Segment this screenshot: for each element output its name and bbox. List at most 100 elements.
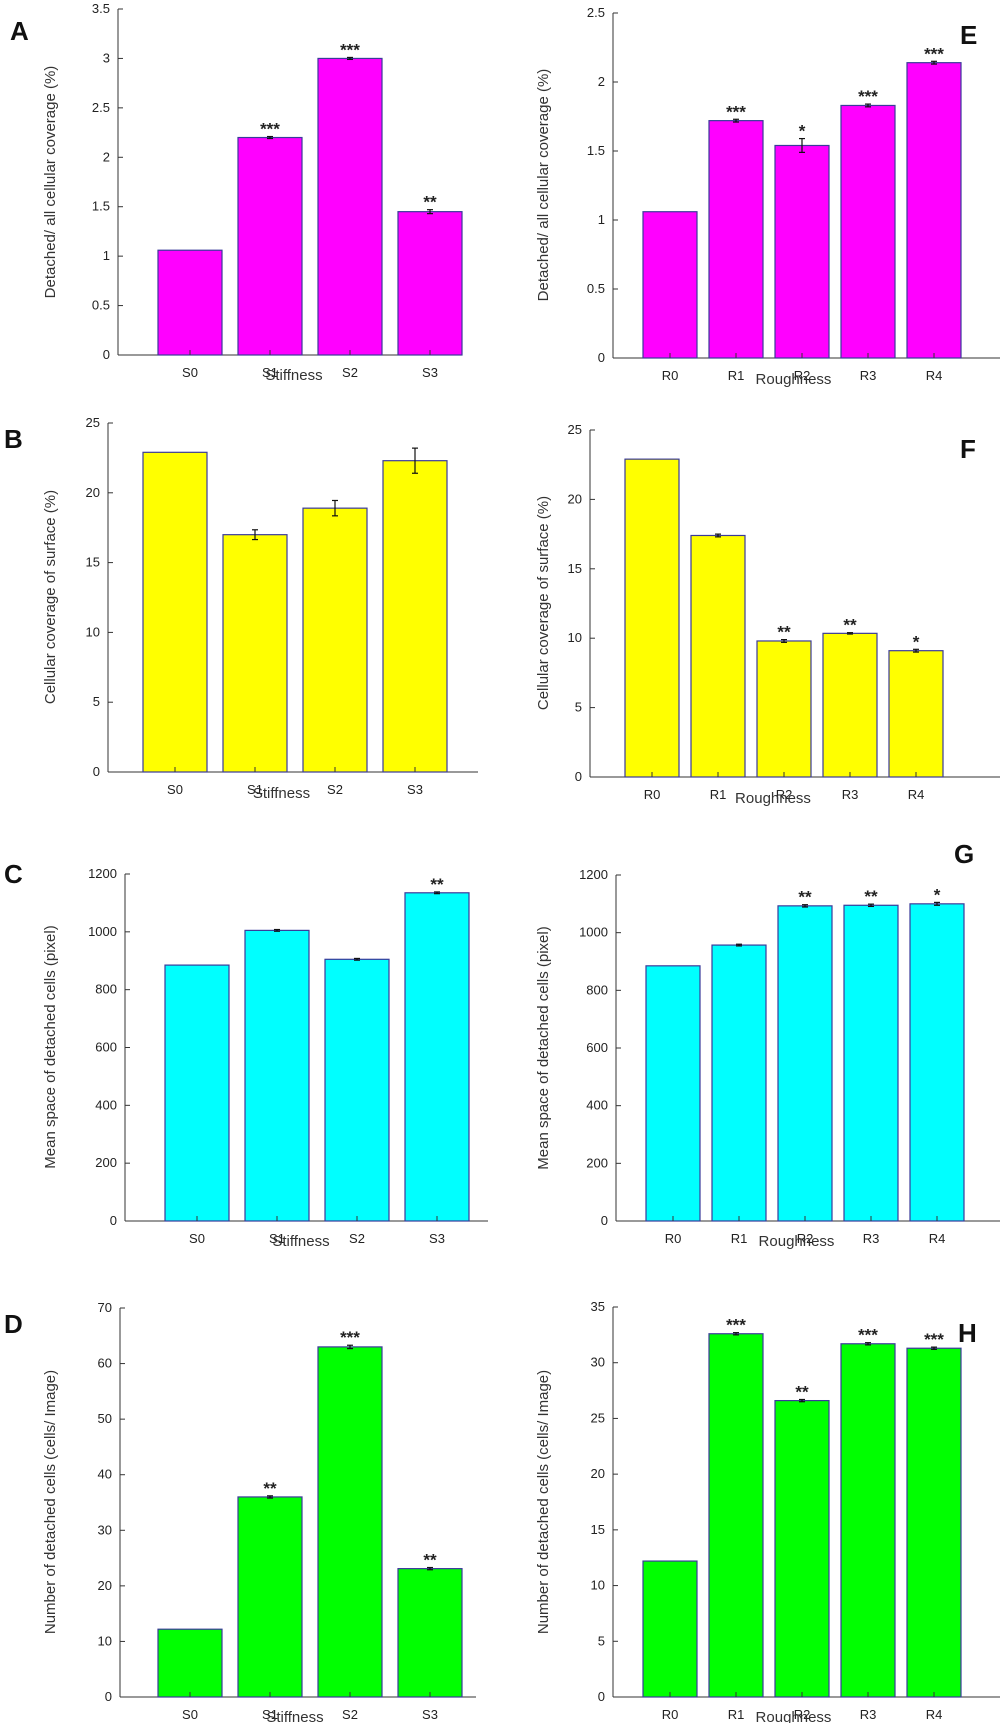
y-tick-label: 15 — [568, 561, 582, 576]
bar-s2 — [317, 1346, 383, 1698]
bar-r2 — [774, 1399, 830, 1698]
y-tick-label: 0 — [575, 769, 582, 784]
significance-label: *** — [858, 87, 878, 106]
significance-label: *** — [340, 1328, 360, 1347]
significance-label: ** — [798, 888, 812, 907]
x-axis-title: Stiffness — [266, 1709, 323, 1723]
y-tick-label: 70 — [98, 1300, 112, 1315]
x-tick-label: R0 — [662, 1707, 679, 1722]
significance-label: *** — [924, 44, 944, 63]
significance-label: *** — [340, 40, 360, 59]
bar-r2 — [756, 640, 812, 778]
bar-r1 — [708, 1333, 764, 1698]
x-tick-label: R2 — [776, 787, 793, 802]
x-tick-label: R1 — [710, 787, 727, 802]
significance-label: *** — [858, 1326, 878, 1345]
y-tick-label: 800 — [586, 982, 608, 997]
x-tick-label: R3 — [860, 1707, 877, 1722]
y-tick-label: 400 — [95, 1097, 117, 1112]
bar-s3 — [382, 460, 448, 773]
x-tick-label: R3 — [842, 787, 859, 802]
bar-s3 — [404, 892, 470, 1222]
x-tick-label: S2 — [349, 1231, 365, 1246]
x-tick-label: S3 — [407, 782, 423, 797]
x-tick-label: R0 — [665, 1231, 682, 1246]
bar-s0 — [157, 1628, 223, 1698]
x-tick-label: R1 — [728, 368, 745, 383]
x-tick-label: R4 — [926, 368, 943, 383]
chart-panel-f: F 0 5 10 15 20 25 R0 R1 R2 ** R3 ** R4 * Roughness Cellu… — [535, 422, 1000, 807]
chart-panel-a: A 0 0.5 1 1.5 2 2.5 3 3.5 S0 S1 *** S2 *** S3 ** Stiffne… — [10, 1, 463, 384]
y-axis-title: Cellular coverage of surface (%) — [535, 496, 552, 710]
y-tick-label: 0 — [93, 764, 100, 779]
bar-s0 — [157, 249, 223, 356]
x-tick-label: S0 — [189, 1231, 205, 1246]
y-tick-label: 2 — [103, 149, 110, 164]
y-tick-label: 35 — [591, 1299, 605, 1314]
bar-s2 — [302, 507, 368, 773]
x-axis-title: Roughness — [735, 790, 811, 807]
y-tick-label: 1200 — [579, 867, 608, 882]
bar-s0 — [164, 964, 230, 1222]
bar-r3 — [840, 1343, 896, 1698]
chart-panel-c: C 0 200 400 600 800 1000 1200 S0 S1 S2 S3 ** Stiffnes… — [4, 859, 488, 1250]
y-tick-label: 400 — [586, 1098, 608, 1113]
significance-label: ** — [777, 623, 791, 642]
x-tick-label: R2 — [794, 1707, 811, 1722]
x-tick-label: S3 — [422, 1707, 438, 1722]
y-tick-label: 1 — [598, 212, 605, 227]
y-tick-label: 0.5 — [587, 281, 605, 296]
y-axis-title: Number of detached cells (cells/ Image) — [535, 1370, 552, 1634]
panel-letter-f: F — [960, 434, 976, 464]
bar-r0 — [645, 965, 701, 1222]
y-tick-label: 0 — [110, 1213, 117, 1228]
bar-r0 — [642, 1560, 698, 1698]
x-tick-label: S1 — [247, 782, 263, 797]
significance-label: ** — [430, 875, 444, 894]
chart-panel-d: D 0 10 20 30 40 50 60 70 S0 S1 ** S2 *** S3 ** Stiffness… — [4, 1300, 476, 1723]
panel-letter-h: H — [958, 1318, 977, 1348]
y-tick-label: 200 — [586, 1155, 608, 1170]
bar-s3 — [397, 211, 463, 356]
y-tick-label: 0 — [105, 1689, 112, 1704]
y-tick-label: 0.5 — [92, 298, 110, 313]
y-tick-label: 1.5 — [587, 143, 605, 158]
significance-label: * — [934, 885, 941, 904]
x-tick-label: S0 — [182, 365, 198, 380]
chart-panel-b: B 0 5 10 15 20 25 S0 S1 S2 S3 Stiffness Cellular cov… — [4, 415, 478, 802]
bar-r0 — [642, 211, 698, 359]
x-tick-label: S0 — [167, 782, 183, 797]
significance-label: * — [913, 632, 920, 651]
y-tick-label: 40 — [98, 1467, 112, 1482]
significance-label: *** — [726, 1316, 746, 1335]
bar-r0 — [624, 458, 680, 778]
significance-label: ** — [843, 616, 857, 635]
significance-label: ** — [423, 193, 437, 212]
y-tick-label: 800 — [95, 982, 117, 997]
y-tick-label: 20 — [98, 1578, 112, 1593]
y-tick-label: 0 — [598, 350, 605, 365]
bar-r1 — [690, 534, 746, 778]
x-axis-title: Stiffness — [265, 367, 322, 384]
panel-letter-a: A — [10, 16, 29, 46]
y-tick-label: 15 — [591, 1522, 605, 1537]
y-tick-label: 10 — [568, 630, 582, 645]
significance-label: *** — [260, 120, 280, 139]
x-tick-label: S1 — [262, 365, 278, 380]
y-tick-label: 0 — [601, 1213, 608, 1228]
chart-panel-e: E 0 0.5 1 1.5 2 2.5 R0 R1 *** R2 * R3 *** R4 *** Roughne… — [535, 5, 1000, 388]
bar-r1 — [711, 944, 767, 1222]
bar-s1 — [237, 136, 303, 356]
x-axis-title: Stiffness — [253, 785, 310, 802]
y-tick-label: 5 — [598, 1633, 605, 1648]
x-tick-label: R0 — [662, 368, 679, 383]
x-axis-title: Roughness — [756, 1709, 832, 1723]
x-tick-label: S1 — [269, 1231, 285, 1246]
x-tick-label: S3 — [422, 365, 438, 380]
bar-r3 — [840, 104, 896, 359]
y-axis-title: Number of detached cells (cells/ Image) — [42, 1370, 59, 1634]
significance-label: * — [799, 122, 806, 141]
x-tick-label: R3 — [860, 368, 877, 383]
y-tick-label: 2.5 — [92, 100, 110, 115]
